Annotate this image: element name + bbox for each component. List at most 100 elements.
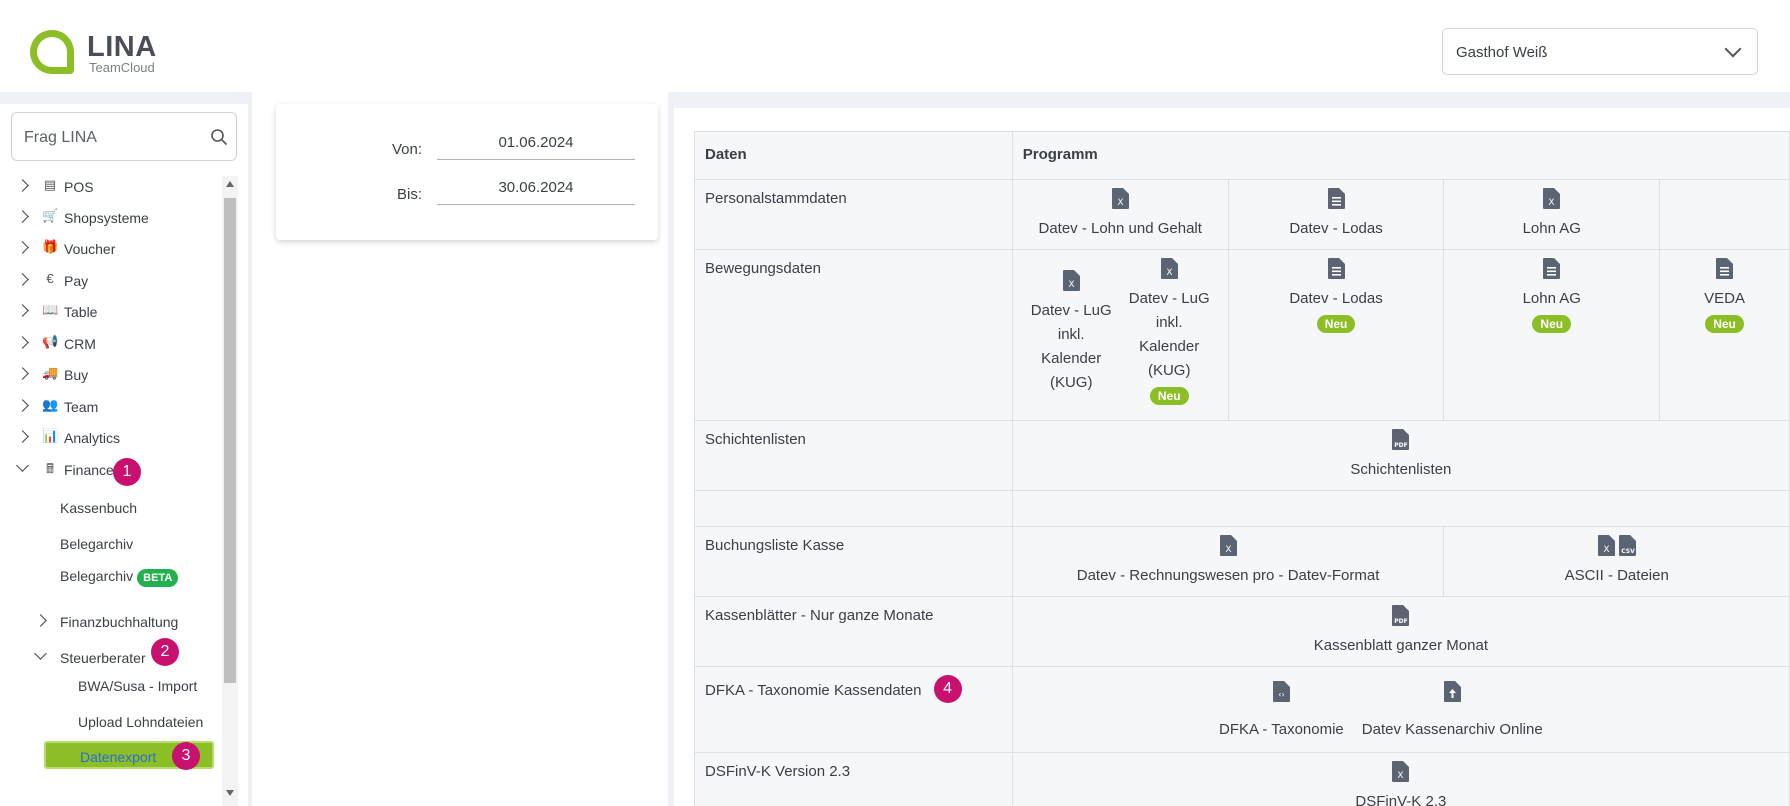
sidebar-item-buy[interactable]: 🚚 Buy <box>0 360 222 388</box>
sidebar-item-kassenbuch[interactable]: Kassenbuch <box>60 500 138 516</box>
svg-text:CSV: CSV <box>1621 548 1635 555</box>
sidebar-item-finance[interactable]: 🖩 Finance <box>0 455 222 483</box>
sidebar-item-belegarchiv-beta[interactable]: Belegarchiv BETA <box>60 568 179 596</box>
export-lohn-ag[interactable]: X Lohn AG <box>1443 179 1661 250</box>
row-label-dsfinv: DSFinV-K Version 2.3 <box>694 752 1013 806</box>
scroll-thumb[interactable] <box>224 198 236 683</box>
row-label-bewegungsdaten: Bewegungsdaten <box>694 249 1013 421</box>
beta-badge: BETA <box>137 569 179 587</box>
export-datev-lug-kug-new[interactable]: X Datev - LuG inkl. Kalender (KUG) Neu <box>1124 258 1214 405</box>
calculator-icon: 🖩 <box>46 461 54 476</box>
scroll-down-icon[interactable] <box>226 790 234 796</box>
sidebar-item-crm[interactable]: 📢 CRM <box>0 329 222 357</box>
table-row: Bewegungsdaten X Datev - LuG inkl. Kalend… <box>694 249 1790 421</box>
excel-file-icon: X <box>1219 535 1237 556</box>
sidebar-item-pos[interactable]: ▤ POS <box>0 172 222 200</box>
row-label-buchungsliste: Buchungsliste Kasse <box>694 526 1013 597</box>
export-lug-group: X Datev - LuG inkl. Kalender (KUG) X Datev… <box>1011 249 1229 421</box>
search-placeholder: Frag LINA <box>24 129 97 146</box>
megaphone-icon: 📢 <box>42 334 59 349</box>
export-datev-lug-kug[interactable]: X Datev - LuG inkl. Kalender (KUG) <box>1026 258 1116 405</box>
gift-icon: 🎁 <box>42 239 59 254</box>
header: LINA TeamCloud Gasthof Weiß <box>0 0 1790 92</box>
lina-logo[interactable]: LINA TeamCloud <box>30 28 170 75</box>
sidebar-item-pay[interactable]: € Pay <box>0 266 222 294</box>
sidebar-item-finanzbuchhaltung[interactable]: Finanzbuchhaltung <box>18 607 218 635</box>
row-label-schichtenlisten: Schichtenlisten <box>694 420 1013 491</box>
text-file-icon <box>1327 188 1345 209</box>
sidebar-item-upload-lohndateien[interactable]: Upload Lohndateien <box>78 714 204 730</box>
scroll-up-icon[interactable] <box>226 181 234 187</box>
export-table: Daten Programm Personalstammdaten X Datev… <box>694 131 1790 806</box>
row-label-kassenblaetter: Kassenblätter - Nur ganze Monate <box>694 596 1013 667</box>
sidebar-item-table[interactable]: 📖 Table <box>0 297 222 325</box>
from-label: Von: <box>391 141 422 158</box>
sidebar-item-belegarchiv[interactable]: Belegarchiv <box>60 536 134 552</box>
truck-icon: 🚚 <box>42 365 59 380</box>
excel-file-icon: X <box>1543 188 1561 209</box>
export-datev-lodas-bewegung[interactable]: Datev - Lodas Neu <box>1227 249 1445 421</box>
sidebar-item-bwa-import[interactable]: BWA/Susa - Import <box>78 678 198 694</box>
export-datev-rechnungswesen[interactable]: X Datev - Rechnungswesen pro - Datev-Form… <box>1011 526 1445 597</box>
export-datev-lodas[interactable]: Datev - Lodas <box>1227 179 1445 250</box>
upload-file-icon <box>1443 681 1461 702</box>
table-cell-empty <box>1011 490 1790 527</box>
export-schichtenlisten[interactable]: PDF Schichtenlisten <box>1011 420 1790 491</box>
new-badge: Neu <box>1532 315 1572 333</box>
row-label-personalstammdaten: Personalstammdaten <box>694 179 1013 250</box>
step-badge-1: 1 <box>113 458 141 486</box>
users-icon: 👥 <box>42 397 59 412</box>
svg-text:PDF: PDF <box>1395 442 1408 449</box>
chevron-down-icon <box>1724 40 1742 58</box>
logo-name: LINA <box>87 31 157 63</box>
svg-text:X: X <box>1603 545 1609 555</box>
excel-file-icon: X <box>1062 270 1080 291</box>
logo-subtitle: TeamCloud <box>89 60 155 75</box>
export-dfka-group: ‹› DFKA - Taxonomie Datev Kassenarchiv On… <box>1011 666 1790 753</box>
register-icon: ▤ <box>43 177 57 192</box>
export-dfka-taxonomie[interactable]: ‹› DFKA - Taxonomie <box>1219 681 1344 742</box>
table-row: Personalstammdaten X Datev - Lohn und Geh… <box>694 179 1790 250</box>
sidebar-scrollbar[interactable] <box>222 176 238 806</box>
excel-file-icon: X <box>1111 188 1129 209</box>
sidebar-item-voucher[interactable]: 🎁 Voucher <box>0 234 222 262</box>
company-select-value: Gasthof Weiß <box>1456 44 1548 61</box>
to-date-input[interactable]: 30.06.2024 <box>437 179 635 205</box>
sidebar-item-team[interactable]: 👥 Team <box>0 392 222 420</box>
new-badge: Neu <box>1705 315 1744 333</box>
sidebar-item-analytics[interactable]: 📊 Analytics <box>0 423 222 451</box>
export-lohn-ag-bewegung[interactable]: Lohn AG Neu <box>1443 249 1661 421</box>
from-date-input[interactable]: 01.06.2024 <box>437 134 635 160</box>
search-input[interactable]: Frag LINA <box>11 112 237 161</box>
export-veda[interactable]: VEDA Neu <box>1659 249 1790 421</box>
svg-text:‹›: ‹› <box>1278 690 1284 699</box>
export-dsfinv[interactable]: X DSFinV-K 2.3 <box>1011 752 1790 806</box>
new-badge: Neu <box>1316 315 1356 333</box>
text-file-icon <box>1716 258 1734 279</box>
svg-text:X: X <box>1117 198 1123 208</box>
step-badge-4: 4 <box>933 675 962 703</box>
export-datev-lohn-gehalt[interactable]: X Datev - Lohn und Gehalt <box>1011 179 1229 250</box>
table-row: Buchungsliste Kasse X Datev - Rechnungswe… <box>694 526 1790 597</box>
sidebar-item-steuerberater[interactable]: Steuerberater <box>18 643 218 671</box>
company-select[interactable]: Gasthof Weiß <box>1442 28 1758 75</box>
pdf-file-icon: PDF <box>1392 429 1410 450</box>
text-file-icon <box>1543 258 1561 279</box>
cart-icon: 🛒 <box>42 208 59 223</box>
header-daten: Daten <box>694 131 1013 180</box>
search-icon[interactable] <box>210 128 228 146</box>
svg-text:X: X <box>1225 545 1231 555</box>
table-header-row: Daten Programm <box>694 131 1790 180</box>
code-file-icon: ‹› <box>1272 681 1290 702</box>
to-label: Bis: <box>396 186 422 203</box>
export-kassenblatt[interactable]: PDF Kassenblatt ganzer Monat <box>1011 596 1790 667</box>
euro-icon: € <box>46 271 54 286</box>
table-row-spacer <box>694 490 1790 527</box>
export-ascii-dateien[interactable]: X CSV ASCII - Dateien <box>1443 526 1790 597</box>
excel-file-icon: X <box>1160 258 1178 279</box>
export-datev-kassenarchiv[interactable]: Datev Kassenarchiv Online <box>1362 681 1543 742</box>
sidebar-item-shopsysteme[interactable]: 🛒 Shopsysteme <box>0 203 222 231</box>
table-row: DFKA - Taxonomie Kassendaten 4 ‹› DFKA - T… <box>694 666 1790 753</box>
svg-text:PDF: PDF <box>1395 618 1408 625</box>
header-programm: Programm <box>1011 131 1790 180</box>
